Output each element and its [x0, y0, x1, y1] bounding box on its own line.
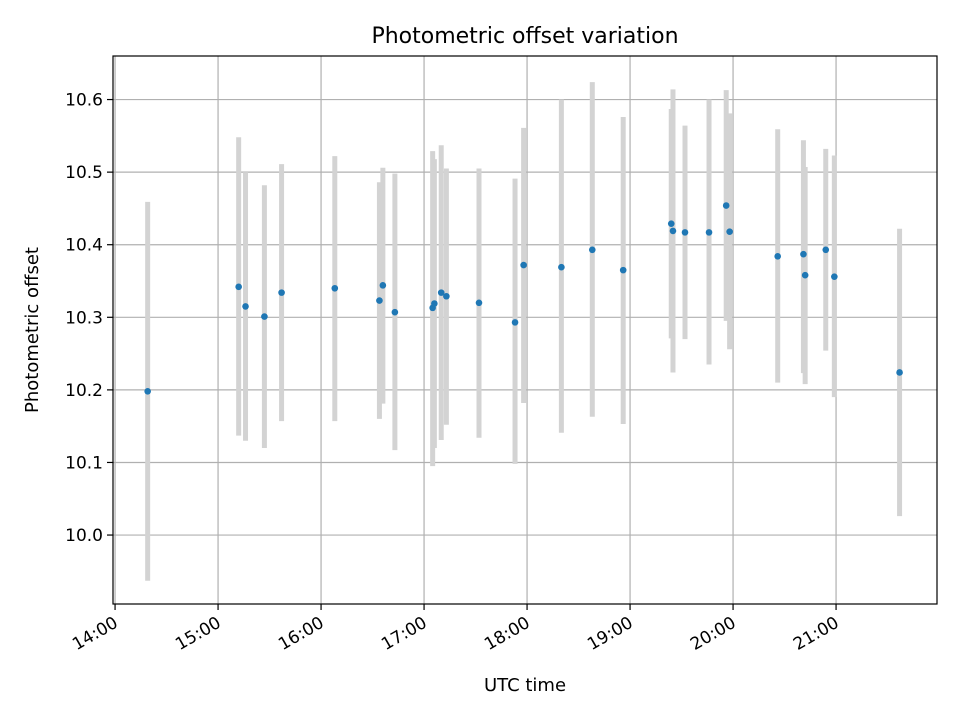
data-point [376, 297, 383, 304]
data-point [669, 227, 677, 235]
data-point [774, 253, 781, 260]
data-point [475, 299, 483, 307]
plot-area-frame [112, 55, 938, 605]
data-point [558, 263, 565, 271]
data-point [278, 289, 285, 296]
y-tick-label: 10.5 [65, 163, 103, 183]
data-point [261, 313, 268, 320]
data-point [896, 369, 903, 376]
data-point [801, 271, 809, 279]
data-point [331, 284, 339, 292]
data-point [437, 289, 445, 296]
data-point [235, 283, 242, 291]
data-point [822, 246, 830, 254]
data-point [722, 202, 730, 209]
data-point [588, 246, 596, 254]
data-point [619, 266, 627, 274]
data-point [379, 282, 387, 289]
y-tick-label: 10.0 [65, 526, 103, 546]
data-point [667, 220, 675, 227]
data-point [242, 303, 249, 310]
data-points [144, 202, 903, 395]
data-point [443, 292, 450, 300]
chart-title: Photometric offset variation [371, 24, 678, 49]
y-tick-label: 10.6 [65, 91, 103, 111]
data-point [144, 388, 151, 395]
data-point [511, 319, 519, 326]
data-point [831, 273, 838, 280]
y-axis-label: Photometric offset [22, 247, 43, 413]
data-point [800, 250, 807, 258]
data-point [705, 229, 713, 236]
y-tick-label: 10.4 [65, 236, 103, 256]
data-point [681, 229, 689, 236]
data-point [726, 228, 733, 235]
y-tick-label: 10.3 [65, 308, 103, 328]
data-point [520, 261, 527, 269]
data-point [391, 308, 399, 316]
y-tick-label: 10.1 [65, 453, 103, 473]
y-tick-label: 10.2 [65, 381, 103, 401]
x-axis-label: UTC time [484, 675, 566, 696]
data-point [431, 300, 438, 307]
